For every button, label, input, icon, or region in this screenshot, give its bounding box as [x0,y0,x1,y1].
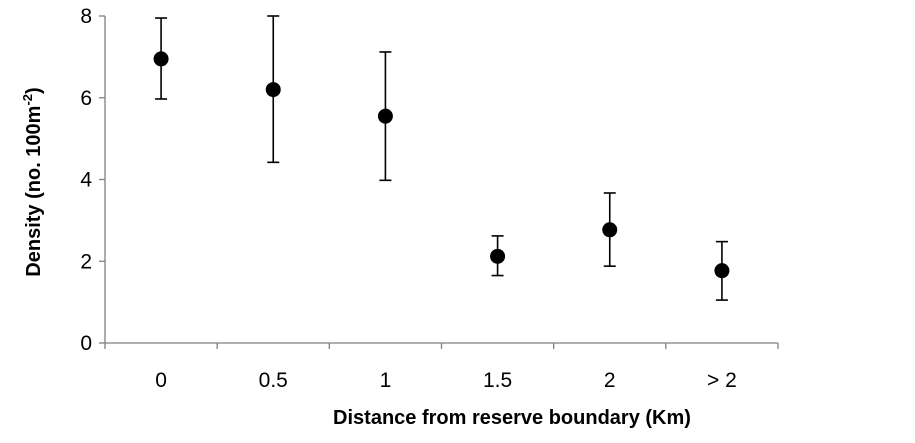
y-axis-title: Density (no. 100m-2) [20,87,45,276]
y-axis-title-superscript: -2 [20,94,35,106]
data-point-group-3 [490,235,506,277]
data-point-group-1 [265,15,281,164]
data-point-0 [153,51,169,67]
data-point-5 [714,263,730,279]
data-point-group-2 [377,51,393,182]
y-tick-label-4: 4 [80,169,92,192]
x-tick-label-3: 1.5 [483,369,512,392]
data-point-group-4 [602,192,618,267]
x-axis-ticks [104,343,779,349]
y-tick-label-8: 8 [80,5,92,28]
x-tick-label-5: > 2 [707,369,737,392]
y-axis-title-end: ) [23,87,45,94]
data-point-4 [602,222,618,238]
data-point-2 [377,108,393,124]
y-axis-ticks: 0 2 4 6 8 [80,5,105,355]
data-point-group-5 [714,240,730,301]
x-tick-label-1: 0.5 [259,369,288,392]
x-tick-label-4: 2 [604,369,616,392]
y-axis-title-main: Density (no. 100m [23,106,45,277]
data-point-group-0 [153,17,169,100]
y-tick-label-0: 0 [80,332,92,355]
x-tick-label-2: 1 [380,369,392,392]
x-axis-tick-labels: 0 0.5 1 1.5 2 > 2 [155,369,737,392]
y-tick-label-2: 2 [80,250,92,273]
x-tick-label-0: 0 [155,369,167,392]
x-axis-title: Distance from reserve boundary (Km) [333,407,691,429]
data-point-3 [490,248,506,264]
data-point-1 [265,82,281,98]
data-points [153,15,730,301]
y-tick-label-6: 6 [80,87,92,110]
